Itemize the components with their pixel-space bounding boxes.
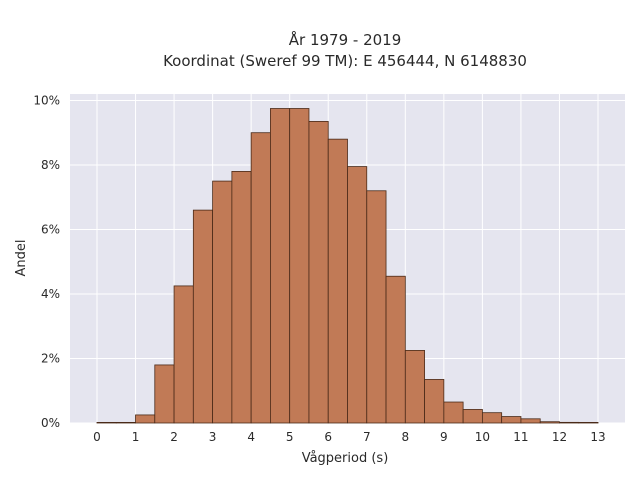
- histogram-bar: [250, 132, 271, 424]
- y-tick-label: 4%: [41, 287, 60, 301]
- x-tick-label: 1: [132, 430, 140, 444]
- histogram-bar: [347, 166, 368, 424]
- bars: [96, 108, 599, 424]
- x-tick-label: 5: [286, 430, 294, 444]
- histogram-bar: [270, 108, 291, 424]
- histogram-bar: [424, 379, 445, 424]
- histogram-bar: [501, 416, 522, 424]
- x-tick-label: 12: [552, 430, 567, 444]
- x-axis-ticks: 0 1 2 3 4 5 6 7 8 9 10 11 12 13: [93, 430, 606, 444]
- x-tick-label: 13: [590, 430, 605, 444]
- x-tick-label: 8: [401, 430, 409, 444]
- histogram-bar: [231, 171, 252, 424]
- x-tick-label: 2: [170, 430, 178, 444]
- histogram-bar: [308, 121, 329, 424]
- x-axis-label: Vågperiod (s): [302, 451, 389, 466]
- x-tick-label: 9: [440, 430, 448, 444]
- histogram-bar: [404, 350, 425, 424]
- x-tick-label: 7: [363, 430, 371, 444]
- x-tick-label: 6: [324, 430, 332, 444]
- x-tick-label: 11: [513, 430, 528, 444]
- chart-subtitle: Koordinat (Sweref 99 TM): E 456444, N 61…: [163, 52, 527, 70]
- histogram-bar: [115, 421, 136, 424]
- chart-title: År 1979 - 2019: [289, 30, 402, 49]
- histogram-bar: [212, 180, 233, 424]
- histogram-bar: [135, 414, 156, 424]
- y-axis-ticks: 0% 2% 4% 6% 8% 10%: [33, 93, 60, 430]
- histogram-bar: [154, 364, 175, 424]
- x-tick-label: 3: [209, 430, 217, 444]
- y-tick-label: 0%: [41, 416, 60, 430]
- x-tick-label: 4: [247, 430, 255, 444]
- histogram-bar: [578, 421, 599, 424]
- y-tick-label: 2%: [41, 351, 60, 365]
- histogram-bar: [443, 401, 464, 424]
- histogram-bar: [366, 190, 387, 424]
- y-tick-label: 6%: [41, 222, 60, 236]
- histogram-bar: [462, 409, 483, 424]
- histogram-bar: [520, 418, 541, 424]
- x-tick-label: 0: [93, 430, 101, 444]
- histogram-bar: [539, 421, 560, 424]
- histogram-bar: [289, 108, 310, 424]
- y-tick-label: 8%: [41, 158, 60, 172]
- y-axis-label: Andel: [14, 240, 29, 277]
- y-tick-label: 10%: [33, 93, 60, 107]
- histogram-bar: [559, 421, 580, 424]
- histogram-bar: [481, 412, 503, 424]
- histogram-bar: [173, 285, 194, 424]
- histogram-bar: [192, 209, 214, 424]
- histogram-bar: [96, 421, 117, 424]
- histogram-bar: [385, 275, 406, 424]
- histogram-bar: [327, 138, 348, 424]
- x-tick-label: 10: [475, 430, 490, 444]
